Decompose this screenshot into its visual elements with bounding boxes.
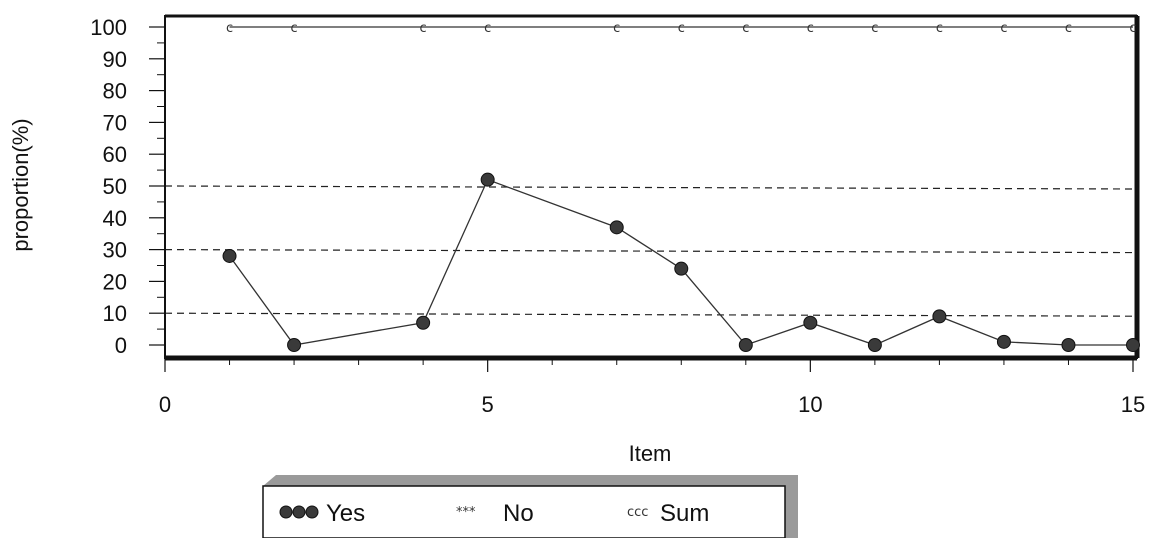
point-yes	[480, 172, 495, 187]
y-tick-label: 70	[103, 110, 127, 135]
reference-line-30	[164, 249, 1138, 254]
y-tick-label: 30	[103, 238, 127, 263]
reference-lines	[164, 185, 1138, 317]
point-yes	[867, 338, 882, 352]
point-sum: c	[484, 21, 491, 36]
point-sum: c	[613, 21, 620, 36]
x-tick-label: 15	[1121, 392, 1145, 417]
point-yes	[222, 248, 237, 263]
y-tick-label: 100	[90, 15, 127, 40]
legend-label-sum: Sum	[660, 500, 709, 527]
legend-marker-sum: ccc	[627, 505, 648, 520]
x-axis-title: Item	[629, 441, 672, 466]
point-yes	[803, 315, 818, 330]
point-yes	[1061, 338, 1076, 352]
legend-marker-yes	[292, 505, 306, 519]
legend-marker-no: ***	[456, 505, 476, 520]
y-axis-title: proportion(%)	[8, 118, 33, 251]
point-sum: c	[290, 21, 297, 36]
reference-line-10	[164, 312, 1138, 317]
point-yes	[932, 309, 947, 324]
reference-line-50	[164, 185, 1138, 190]
point-yes	[287, 338, 302, 352]
legend-marker-yes	[279, 505, 293, 519]
legend-box	[262, 485, 786, 538]
y-tick-label: 60	[103, 142, 127, 167]
x-tick-label: 0	[159, 392, 171, 417]
point-yes	[609, 220, 624, 235]
y-tick-label: 90	[103, 47, 127, 72]
legend-shadow	[263, 475, 798, 538]
legend: Yes *** No ccc Sum	[262, 475, 798, 538]
point-yes	[416, 315, 431, 330]
legend-label-no: No	[503, 500, 534, 527]
axes	[164, 14, 1140, 361]
x-tick-label: 5	[482, 392, 494, 417]
point-sum: c	[936, 21, 943, 36]
point-yes	[996, 334, 1011, 349]
point-sum: c	[742, 21, 749, 36]
point-yes	[674, 261, 689, 276]
point-sum: c	[226, 21, 233, 36]
legend-marker-yes	[305, 505, 319, 519]
point-sum: c	[678, 21, 685, 36]
y-tick-label: 50	[103, 174, 127, 199]
point-sum: c	[420, 21, 427, 36]
legend-label-yes: Yes	[326, 500, 365, 527]
tick-labels: 0 10 20 30 40 50 60 70 80 90 100 0 5 10 15	[90, 15, 1145, 417]
y-tick-label: 20	[103, 269, 127, 294]
point-sum: c	[871, 21, 878, 36]
point-sum: c	[1129, 21, 1136, 36]
y-tick-label: 80	[103, 79, 127, 104]
point-sum: c	[1065, 21, 1072, 36]
point-sum: c	[807, 21, 814, 36]
point-yes	[1126, 338, 1140, 352]
y-tick-label: 10	[103, 301, 127, 326]
point-yes	[738, 338, 753, 352]
x-tick-label: 10	[798, 392, 822, 417]
y-tick-label: 0	[115, 333, 127, 358]
y-tick-label: 40	[103, 206, 127, 231]
point-sum: c	[1000, 21, 1007, 36]
